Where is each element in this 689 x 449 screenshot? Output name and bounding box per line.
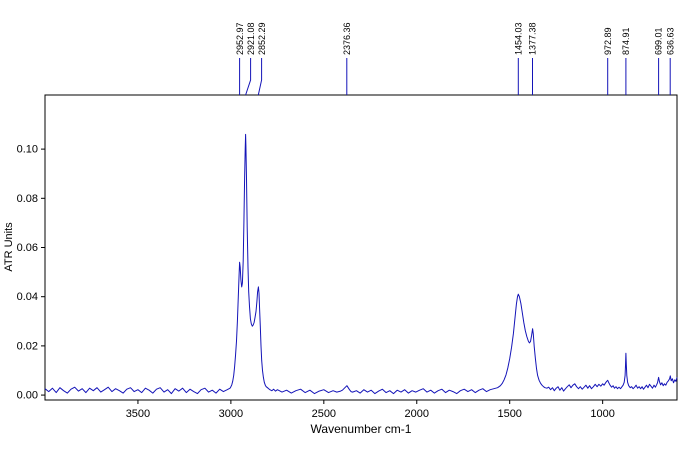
peak-label: 1454.03 bbox=[513, 22, 523, 55]
chart-generated-layer: 3500 3000 2500 2000 1500 1000 0.00 0.02 0.04 0.06… bbox=[17, 22, 678, 420]
y-tick-label: 0.08 bbox=[17, 193, 38, 205]
spectrum-line bbox=[44, 133, 678, 395]
x-tick-label: 1000 bbox=[590, 408, 614, 420]
y-axis-title: ATR Units bbox=[3, 222, 15, 272]
peak-label: 636.63 bbox=[665, 27, 675, 55]
x-tick-label: 2000 bbox=[405, 408, 429, 420]
peak-leader-line bbox=[257, 58, 263, 96]
peak-label: 2952.97 bbox=[235, 22, 245, 55]
peak-label: 2921.08 bbox=[246, 22, 256, 55]
y-tick-label: 0.10 bbox=[17, 144, 38, 156]
peak-label: 699.01 bbox=[654, 27, 664, 55]
y-tick-label: 0.04 bbox=[17, 291, 38, 303]
plot-border bbox=[44, 94, 678, 401]
peak-label: 2852.29 bbox=[257, 22, 267, 55]
peak-label: 972.89 bbox=[603, 27, 613, 55]
x-tick-label: 2500 bbox=[312, 408, 336, 420]
y-tick-label: 0.00 bbox=[17, 390, 38, 402]
x-axis-title: Wavenumber cm-1 bbox=[311, 422, 412, 436]
peak-label: 2376.36 bbox=[342, 22, 352, 55]
y-tick-label: 0.02 bbox=[17, 340, 38, 352]
x-tick-label: 3000 bbox=[219, 408, 243, 420]
x-tick-label: 1500 bbox=[497, 408, 521, 420]
peak-leader-line bbox=[245, 58, 252, 96]
peak-label: 874.91 bbox=[621, 27, 631, 55]
peak-label: 1377.38 bbox=[528, 22, 538, 55]
x-tick-label: 3500 bbox=[126, 408, 150, 420]
y-tick-label: 0.06 bbox=[17, 242, 38, 254]
